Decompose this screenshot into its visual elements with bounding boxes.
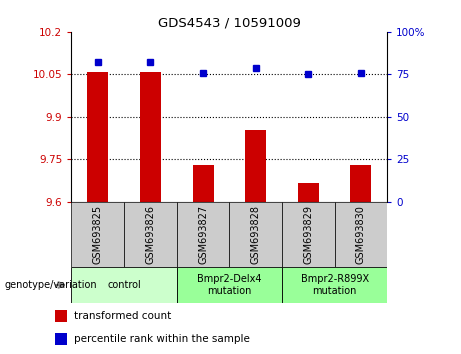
Title: GDS4543 / 10591009: GDS4543 / 10591009: [158, 16, 301, 29]
Bar: [55, 333, 67, 344]
Bar: [350, 165, 372, 202]
Bar: [193, 165, 213, 202]
FancyBboxPatch shape: [177, 202, 229, 267]
Bar: [245, 130, 266, 202]
FancyBboxPatch shape: [335, 202, 387, 267]
Text: Bmpr2-Delx4
mutation: Bmpr2-Delx4 mutation: [197, 274, 261, 296]
FancyBboxPatch shape: [71, 202, 124, 267]
Text: GSM693827: GSM693827: [198, 205, 208, 264]
Text: genotype/variation: genotype/variation: [5, 280, 97, 290]
FancyBboxPatch shape: [71, 267, 177, 303]
Text: GSM693829: GSM693829: [303, 205, 313, 264]
Text: control: control: [107, 280, 141, 290]
Bar: [55, 309, 67, 321]
FancyBboxPatch shape: [177, 267, 282, 303]
Bar: [298, 183, 319, 202]
Text: GSM693826: GSM693826: [145, 205, 155, 264]
FancyBboxPatch shape: [124, 202, 177, 267]
FancyBboxPatch shape: [282, 202, 335, 267]
Text: Bmpr2-R899X
mutation: Bmpr2-R899X mutation: [301, 274, 369, 296]
Bar: [140, 72, 161, 202]
Text: percentile rank within the sample: percentile rank within the sample: [74, 333, 250, 344]
Text: GSM693830: GSM693830: [356, 205, 366, 264]
Text: GSM693828: GSM693828: [251, 205, 260, 264]
FancyBboxPatch shape: [282, 267, 387, 303]
Text: transformed count: transformed count: [74, 310, 171, 321]
Bar: [87, 72, 108, 202]
FancyBboxPatch shape: [229, 202, 282, 267]
Text: GSM693825: GSM693825: [93, 205, 103, 264]
